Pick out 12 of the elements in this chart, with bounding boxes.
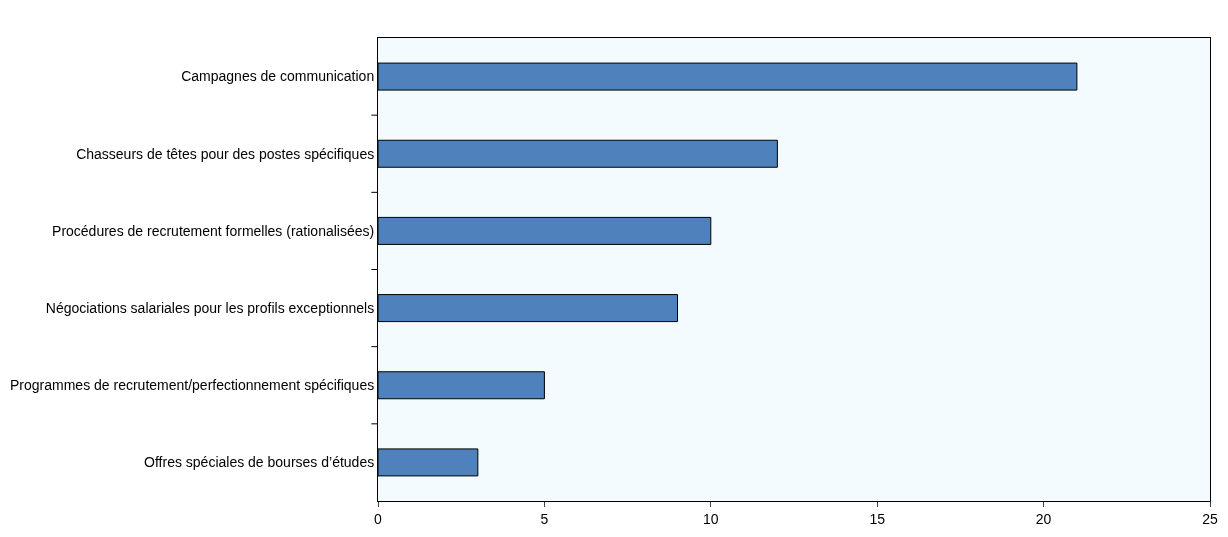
y-tick-label: Chasseurs de têtes pour des postes spécifiques [76,145,375,162]
x-tick-label: 0 [374,510,383,527]
x-tick-label: 20 [1035,510,1052,527]
x-tick-label: 25 [1202,510,1218,527]
y-tick-label: Campagnes de communication [181,68,375,85]
x-tick-label: 15 [869,510,886,527]
y-tick-label: Négociations salariales pour les profils exceptionnels [45,299,375,316]
x-tick-label: 5 [540,510,549,527]
y-tick-label: Programmes de recrutement/perfectionnement spécifiques [10,377,375,394]
y-tick-label: Procédures de recrutement formelles (rationalisées) [52,222,375,239]
y-tick-label: Offres spéciales de bourses d’études [144,454,375,471]
x-tick-label: 10 [703,510,719,527]
